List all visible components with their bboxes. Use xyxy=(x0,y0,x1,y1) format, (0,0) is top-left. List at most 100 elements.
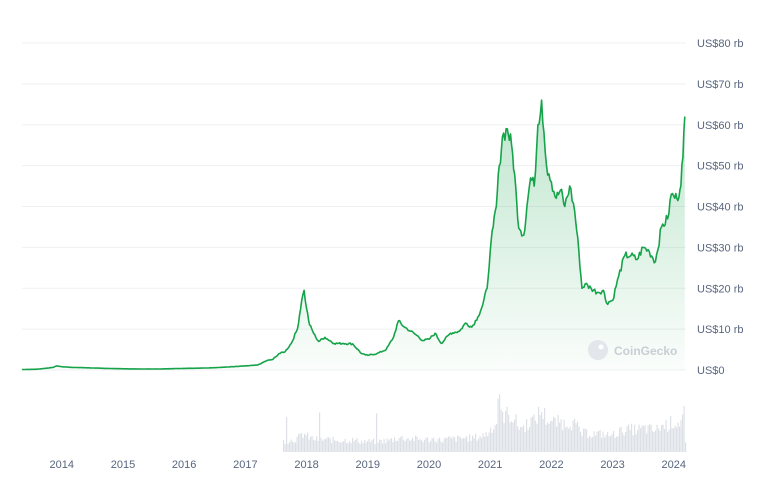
volume-bar xyxy=(607,431,609,452)
volume-bar xyxy=(568,428,570,452)
volume-bar xyxy=(484,436,486,452)
volume-bar xyxy=(377,442,379,452)
volume-bar xyxy=(286,417,288,452)
volume-bar xyxy=(337,441,339,452)
volume-bar xyxy=(541,411,543,452)
volume-bar xyxy=(557,415,559,452)
volume-bar xyxy=(338,441,340,452)
volume-bar xyxy=(589,435,591,452)
volume-bar xyxy=(527,429,529,452)
x-axis-labels: 2014 2015 2016 2017 2018 2019 2020 2021 2022 2023… xyxy=(50,459,686,471)
volume-bar xyxy=(463,438,465,452)
volume-bar xyxy=(571,430,573,452)
volume-bar xyxy=(406,439,408,452)
x-tick-label: 2023 xyxy=(600,459,624,471)
volume-bar xyxy=(604,437,606,452)
volume-bar xyxy=(643,425,645,452)
volume-bar xyxy=(325,439,327,452)
volume-bar xyxy=(425,437,427,452)
x-tick-label: 2018 xyxy=(294,459,318,471)
volume-bar xyxy=(448,436,450,452)
volume-bar xyxy=(314,440,316,452)
volume-bar xyxy=(542,419,544,452)
volume-bar xyxy=(653,432,655,452)
volume-bar xyxy=(599,430,601,452)
grid-lines xyxy=(22,42,686,371)
price-area-fill xyxy=(22,100,685,370)
volume-bar xyxy=(383,439,385,452)
volume-bar xyxy=(398,437,400,452)
volume-bar xyxy=(637,429,639,452)
volume-bar xyxy=(518,429,520,452)
volume-bar xyxy=(556,426,558,452)
volume-bar xyxy=(340,442,342,452)
volume-bar xyxy=(458,436,460,452)
volume-bar xyxy=(430,441,432,452)
volume-bar xyxy=(608,436,610,452)
volume-bar xyxy=(455,441,457,452)
volume-bar xyxy=(515,414,517,452)
volume-bar xyxy=(343,441,345,452)
volume-bar xyxy=(389,438,391,452)
volume-bar xyxy=(385,443,387,452)
volume-bar xyxy=(635,434,637,452)
volume-bar xyxy=(553,416,555,452)
volume-bar xyxy=(551,420,553,452)
x-tick-label: 2015 xyxy=(111,459,135,471)
volume-bar xyxy=(313,439,315,452)
volume-bar xyxy=(524,431,526,452)
volume-bar xyxy=(341,441,343,452)
volume-bar xyxy=(661,424,663,452)
volume-bar xyxy=(574,418,576,452)
volume-bar xyxy=(674,425,676,452)
volume-bar xyxy=(500,409,502,452)
volume-bar xyxy=(668,429,670,452)
volume-bar xyxy=(460,437,462,452)
volume-bar xyxy=(443,438,445,452)
volume-bar xyxy=(476,440,478,452)
x-tick-label: 2020 xyxy=(417,459,441,471)
volume-bar xyxy=(590,437,592,452)
y-tick-label: US$80 rb xyxy=(697,38,743,50)
volume-bar xyxy=(346,443,348,452)
volume-bar xyxy=(565,427,567,452)
volume-bar xyxy=(533,414,535,452)
volume-bar xyxy=(488,432,490,452)
volume-bar xyxy=(502,411,504,452)
volume-bar xyxy=(529,427,531,452)
volume-bar xyxy=(352,437,354,452)
volume-bar xyxy=(295,442,297,452)
volume-bar xyxy=(356,438,358,452)
y-axis-labels: US$0 US$10 rb US$20 rb US$30 rb US$40 rb US$5… xyxy=(697,38,743,377)
volume-bar xyxy=(509,422,511,452)
volume-bar xyxy=(640,428,642,452)
volume-bar xyxy=(376,413,378,452)
volume-bar xyxy=(685,442,687,452)
volume-bar xyxy=(482,433,484,452)
volume-bar xyxy=(514,419,516,452)
volume-bar xyxy=(457,435,459,452)
volume-bar xyxy=(547,422,549,452)
x-tick-label: 2024 xyxy=(662,459,686,471)
volume-bar xyxy=(301,433,303,452)
y-tick-label: US$30 rb xyxy=(697,242,743,254)
volume-bar xyxy=(526,419,528,452)
volume-bar xyxy=(371,440,373,452)
volume-bar xyxy=(434,441,436,452)
volume-bar xyxy=(593,431,595,452)
volume-bar xyxy=(499,394,501,452)
volume-bar xyxy=(478,438,480,452)
volume-bar xyxy=(293,442,295,452)
volume-bar xyxy=(683,406,685,452)
volume-bar xyxy=(560,419,562,452)
volume-bar xyxy=(415,435,417,452)
volume-bar xyxy=(403,439,405,452)
volume-bar xyxy=(449,436,451,452)
volume-bar xyxy=(677,422,679,452)
volume-bar xyxy=(311,436,313,452)
volume-bar xyxy=(682,414,684,452)
volume-bar xyxy=(353,440,355,452)
x-tick-label: 2017 xyxy=(233,459,257,471)
volume-bar xyxy=(284,444,286,452)
volume-bar xyxy=(397,440,399,452)
